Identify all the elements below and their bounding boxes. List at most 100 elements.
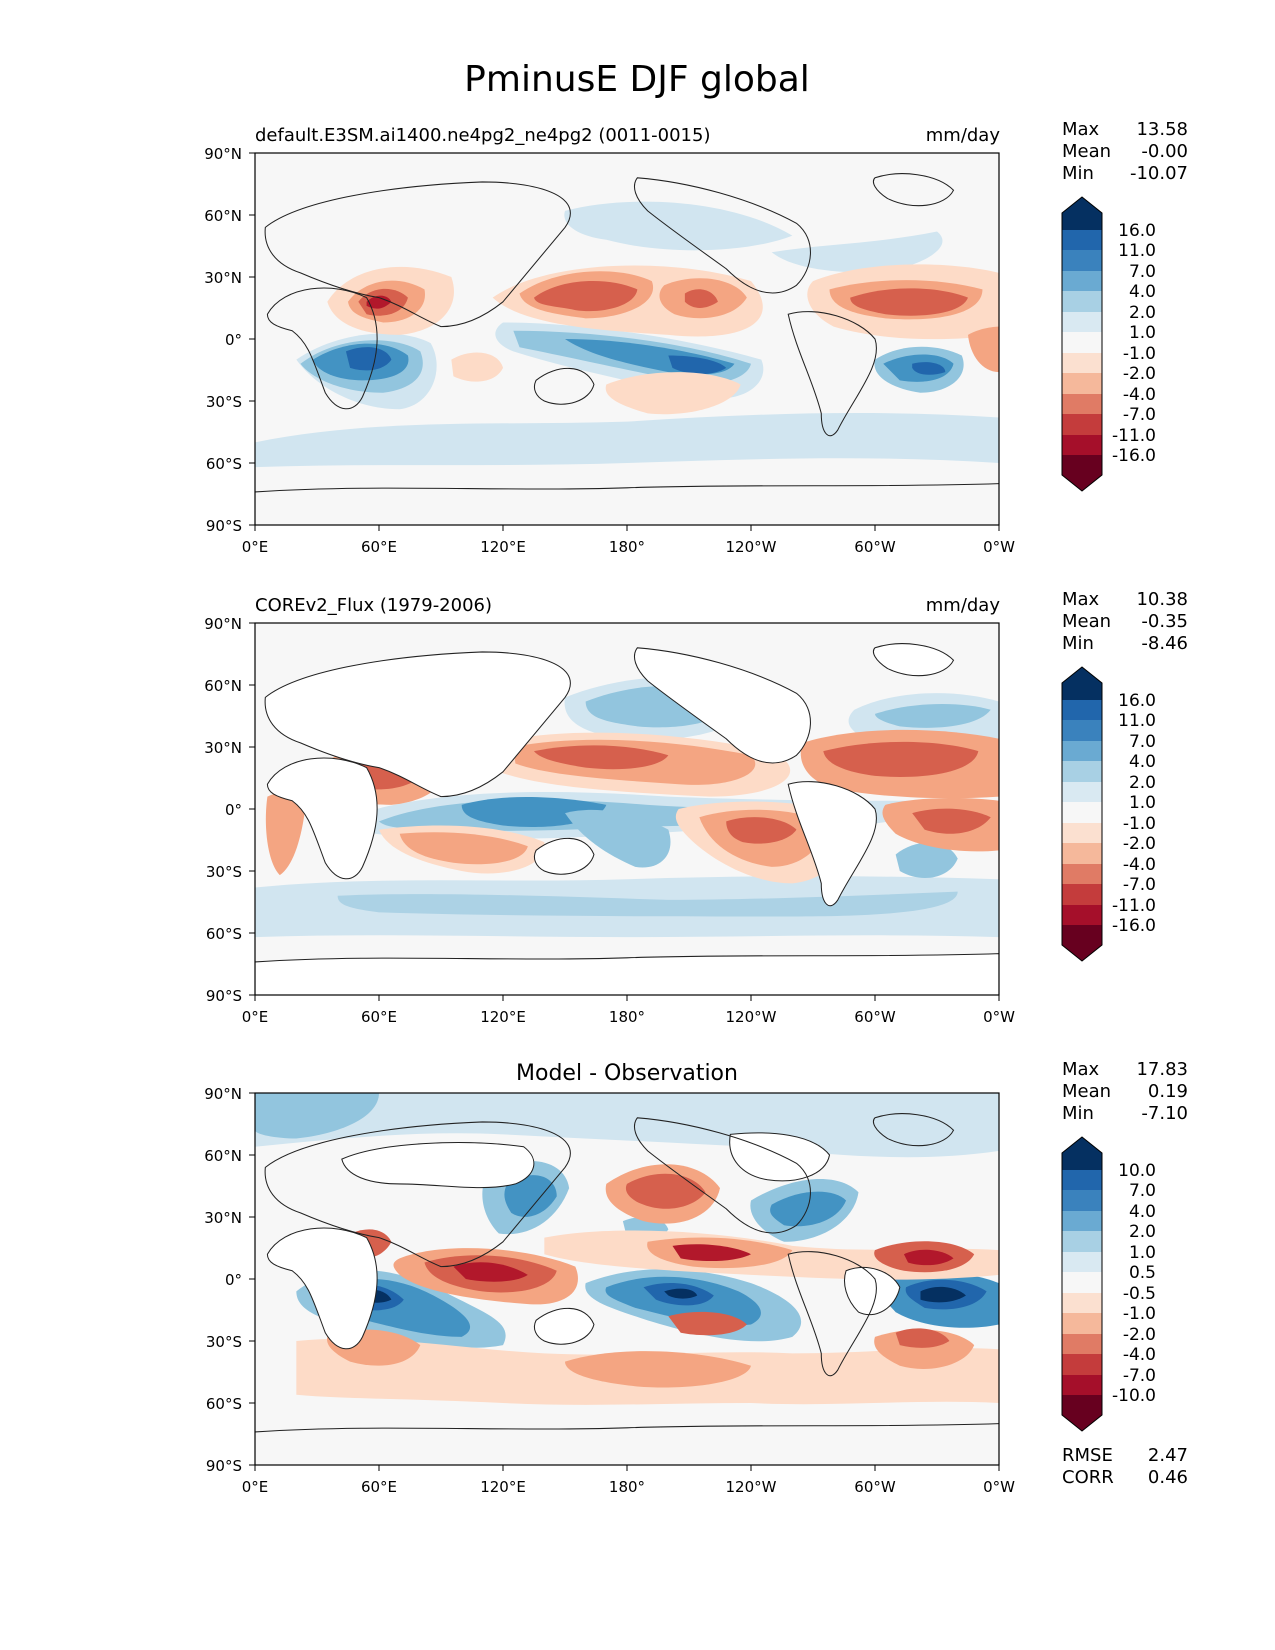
colorbar-label: 1.0 [1129,793,1156,813]
panel-reference-stats: Max 10.38 Mean -0.35 Min -8.46 [1062,589,1188,654]
diff-blue-japan [504,1175,557,1217]
lon-tick: 60°W [854,1008,896,1026]
lon-tick: 60°E [361,1478,397,1496]
lon-tick: 120°W [726,1008,777,1026]
lon-tick: 180° [609,1478,645,1496]
colorbar-label: -1.0 [1123,814,1156,834]
lat-tick: 30°S [206,1333,242,1351]
lon-tick: 180° [609,1008,645,1026]
test-blue-nh-pacific [564,201,793,251]
stat-value: 0.46 [1148,1467,1188,1488]
panel-difference-bottom-stats: RMSE 2.47 CORR 0.46 [1062,1445,1188,1488]
test-red-arabia-core [366,295,392,309]
lat-tick: 60°N [204,207,242,225]
panel-test-stats: Max 13.58 Mean -0.00 Min -10.07 [1062,119,1188,184]
lon-tick: 180° [609,538,645,556]
stat-value: 10.38 [1136,589,1188,610]
stat-label: RMSE [1062,1445,1113,1466]
stat-label: Mean [1062,141,1111,162]
colorbar-label: 16.0 [1118,691,1156,711]
panel-reference-left-title: COREv2_Flux (1979-2006) [255,595,492,616]
stat-label: Mean [1062,1081,1111,1102]
colorbar-label: -1.0 [1123,344,1156,364]
diff-blue-satl-dark [920,1286,966,1303]
ref-blue-natl [875,704,991,728]
panel-difference-map [255,1093,999,1465]
colorbar-label: -0.5 [1123,1284,1156,1304]
lon-tick: 60°E [361,1008,397,1026]
ref-red-swaf [265,792,305,876]
diff-red-npac [625,1173,706,1209]
ref-red-sep-mid [726,817,797,844]
lon-tick: 120°E [480,1008,526,1026]
diff-red-sh-pac [565,1351,751,1388]
ref-blue-spcz [565,809,671,868]
panel-test-colorbar: 16.0 11.0 7.0 4.0 2.0 1.0 -1.0 -2.0 -4.0… [1061,196,1156,492]
test-red-sh-pac [605,372,741,415]
diff-coastlines [255,1113,999,1433]
test-red-natl-mid [850,288,968,316]
lat-tick: 60°S [206,455,242,473]
diff-land [266,1132,901,1350]
figure-title: PminusE DJF global [464,59,810,100]
lat-tick: 90°N [204,615,242,633]
lat-tick: 60°S [206,925,242,943]
ref-red-npac-mid [534,745,669,770]
colorbar-label: 10.0 [1118,1161,1156,1181]
colorbar-label: -11.0 [1112,426,1156,446]
lat-tick: 90°N [204,1085,242,1103]
lon-tick: 0°W [983,538,1015,556]
colorbar-label: -7.0 [1123,405,1156,425]
diff-red-mc-core [453,1262,528,1282]
colorbar-label: -7.0 [1123,875,1156,895]
lat-tick: 30°N [204,1209,242,1227]
colorbar-label: 2.0 [1129,1222,1156,1242]
ref-red-natl-mid [823,741,979,777]
lat-tick: 30°S [206,393,242,411]
panel-test-map [255,153,999,525]
panel-test-lat-ticks: 90°N 60°N 30°N 0° 30°S 60°S 90°S [204,145,255,535]
lon-tick: 120°E [480,538,526,556]
colorbar-label: 4.0 [1129,282,1156,302]
test-red-sh-ind [451,352,503,382]
colorbar-label: 7.0 [1129,262,1156,282]
lat-tick: 90°S [206,517,242,535]
stat-label: Min [1062,163,1094,184]
panel-difference: Model - Observation [204,1059,1188,1496]
lon-tick: 60°W [854,538,896,556]
colorbar-label: -2.0 [1123,1325,1156,1345]
diff-blue-spcz-dark [664,1288,698,1299]
colorbar-label: 11.0 [1118,241,1156,261]
stat-value: -8.46 [1141,633,1188,654]
panel-reference-colorbar: 16.0 11.0 7.0 4.0 2.0 1.0 -1.0 -2.0 -4.0… [1061,666,1156,962]
panel-difference-lat-ticks: 90°N 60°N 30°N 0° 30°S 60°S 90°S [204,1085,255,1475]
stat-label: Min [1062,633,1094,654]
diff-blue-arctic [255,1093,999,1158]
stat-value: -0.35 [1141,611,1188,632]
stat-label: Max [1062,1059,1100,1080]
ref-land [255,643,999,995]
lat-tick: 30°N [204,739,242,757]
colorbar-label: 2.0 [1129,303,1156,323]
test-coastlines [255,173,999,493]
diff-red-sh-atl-mid [895,1328,950,1348]
colorbar-label: -16.0 [1112,446,1156,466]
panel-test-left-title: default.E3SM.ai1400.ne4pg2_ne4pg2 (0011-… [255,125,710,146]
panel-difference-center-title: Model - Observation [516,1061,738,1086]
test-blue-nh-atlantic [771,231,943,273]
ref-blue-so-2 [337,891,958,917]
stat-value: -7.10 [1141,1103,1188,1124]
lat-tick: 0° [225,1271,242,1289]
lat-tick: 0° [225,801,242,819]
colorbar-label: 4.0 [1129,752,1156,772]
test-red-satl-e [968,326,999,373]
ref-red-sio [399,832,528,865]
lat-tick: 30°N [204,269,242,287]
colorbar-label: -4.0 [1123,1345,1156,1365]
colorbar-label: -16.0 [1112,916,1156,936]
panel-reference-lat-ticks: 90°N 60°N 30°N 0° 30°S 60°S 90°S [204,615,255,1005]
stat-value: -10.07 [1130,163,1188,184]
test-blue-satl-core [912,362,946,375]
colorbar-label: 2.0 [1129,773,1156,793]
lon-tick: 60°E [361,538,397,556]
